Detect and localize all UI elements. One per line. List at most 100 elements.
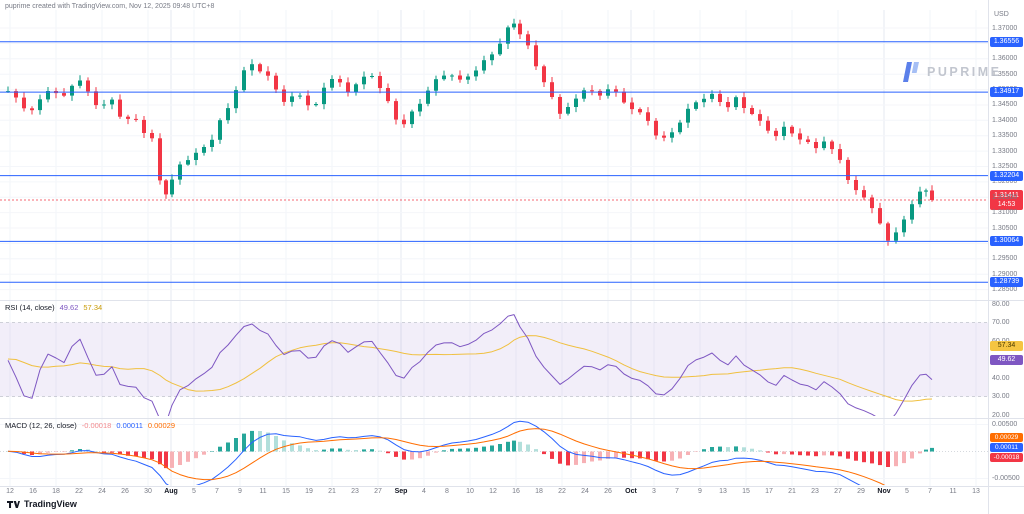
time-tick-label: 27 bbox=[374, 488, 382, 495]
tradingview-logo[interactable]: TradingView bbox=[7, 499, 77, 509]
macd-indicator-title[interactable]: MACD (12, 26, close) bbox=[5, 421, 77, 430]
last-price-value: 1.31411 bbox=[994, 192, 1019, 199]
price-tick-label: 1.29000 bbox=[992, 271, 1018, 278]
time-tick-label: 3 bbox=[652, 488, 656, 495]
time-tick-label: 10 bbox=[466, 488, 474, 495]
time-tick-label: 22 bbox=[558, 488, 566, 495]
time-tick-label: 24 bbox=[581, 488, 589, 495]
time-tick-label: 11 bbox=[259, 488, 267, 495]
price-tick-label: 1.32500 bbox=[992, 163, 1018, 170]
macd-signal-badge: 0.00029 bbox=[990, 433, 1023, 442]
time-tick-label: 15 bbox=[282, 488, 290, 495]
time-tick-label: 13 bbox=[719, 488, 727, 495]
time-tick-label: 26 bbox=[121, 488, 129, 495]
time-tick-label: 29 bbox=[857, 488, 865, 495]
time-axis-border bbox=[0, 486, 1024, 487]
price-tick-label: 1.32000 bbox=[992, 178, 1018, 185]
puprime-logo-icon bbox=[903, 62, 919, 82]
price-tick-label: 1.34000 bbox=[992, 117, 1018, 124]
macd-signal-value: 0.00029 bbox=[147, 421, 175, 430]
time-tick-label: 27 bbox=[834, 488, 842, 495]
rsi-value-badge: 49.62 bbox=[990, 355, 1023, 365]
time-tick-label: 23 bbox=[351, 488, 359, 495]
time-tick-label: 24 bbox=[98, 488, 106, 495]
time-tick-label: 22 bbox=[75, 488, 83, 495]
price-axis-border bbox=[988, 0, 989, 514]
rsi-tick-label: 20.00 bbox=[992, 412, 1010, 419]
axis-unit-label: USD bbox=[994, 11, 1009, 18]
time-tick-label: 21 bbox=[788, 488, 796, 495]
macd-legend: MACD (12, 26, close) -0.00018 0.00011 0.… bbox=[5, 421, 175, 430]
bar-countdown: 14:53 bbox=[997, 201, 1016, 208]
macd-histogram-badge: -0.00018 bbox=[990, 453, 1023, 462]
macd-line-value: 0.00011 bbox=[116, 421, 143, 430]
time-tick-label: 18 bbox=[535, 488, 543, 495]
time-month-label: Nov bbox=[877, 488, 891, 495]
price-pane[interactable] bbox=[0, 18, 988, 283]
time-tick-label: 19 bbox=[305, 488, 313, 495]
time-tick-label: 26 bbox=[604, 488, 612, 495]
time-tick-label: 23 bbox=[811, 488, 819, 495]
time-tick-label: 7 bbox=[215, 488, 219, 495]
grid-lines bbox=[0, 10, 988, 486]
time-tick-label: 9 bbox=[698, 488, 702, 495]
puprime-brand-text: PUPRIME bbox=[927, 65, 1002, 79]
rsi-legend: RSI (14, close) 49.62 57.34 bbox=[5, 303, 102, 312]
price-tick-label: 1.33000 bbox=[992, 148, 1018, 155]
tradingview-brand-text: TradingView bbox=[24, 499, 77, 509]
price-axis[interactable]: USD 1.31411 14:53 1.370001.365001.360001… bbox=[989, 0, 1024, 514]
macd-line-badge: 0.00011 bbox=[990, 443, 1023, 452]
time-axis[interactable]: 12 16 18 22 24 26 30 Aug 5 7 9 11 15 19 21 23 27 Sep 4 8 10 1… bbox=[0, 486, 988, 499]
price-level-badge: 1.32204 bbox=[990, 171, 1023, 181]
time-tick-label: 15 bbox=[742, 488, 750, 495]
time-tick-label: 9 bbox=[238, 488, 242, 495]
price-tick-label: 1.37000 bbox=[992, 25, 1018, 32]
price-tick-label: 1.28500 bbox=[992, 286, 1018, 293]
price-tick-label: 1.29500 bbox=[992, 255, 1018, 262]
price-level-badge: 1.28739 bbox=[990, 277, 1023, 287]
time-month-label: Sep bbox=[394, 488, 408, 495]
time-tick-label: 12 bbox=[489, 488, 497, 495]
time-tick-label: 16 bbox=[29, 488, 37, 495]
rsi-tick-label: 80.00 bbox=[992, 301, 1010, 308]
price-level-badge: 1.30064 bbox=[990, 236, 1023, 246]
pane-separator-rsi[interactable] bbox=[0, 300, 1024, 301]
price-tick-label: 1.31000 bbox=[992, 209, 1018, 216]
broker-watermark: PUPRIME bbox=[901, 61, 1001, 83]
macd-tick-label: -0.00500 bbox=[992, 475, 1020, 482]
price-level-badge: 1.34917 bbox=[990, 87, 1023, 97]
macd-histogram-value: -0.00018 bbox=[81, 421, 112, 430]
price-tick-label: 1.33500 bbox=[992, 132, 1018, 139]
time-tick-label: 5 bbox=[905, 488, 909, 495]
time-tick-label: 7 bbox=[675, 488, 679, 495]
time-month-label: Oct bbox=[625, 488, 637, 495]
tradingview-logo-icon bbox=[7, 500, 20, 508]
time-tick-label: 21 bbox=[328, 488, 336, 495]
rsi-tick-label: 40.00 bbox=[992, 375, 1010, 382]
time-tick-label: 30 bbox=[144, 488, 152, 495]
price-tick-label: 1.34500 bbox=[992, 101, 1018, 108]
price-tick-label: 1.31500 bbox=[992, 194, 1018, 201]
rsi-ma-value: 57.34 bbox=[83, 303, 103, 312]
time-tick-label: 5 bbox=[192, 488, 196, 495]
price-tick-label: 1.36000 bbox=[992, 55, 1018, 62]
last-price-badge: 1.31411 14:53 bbox=[990, 190, 1023, 210]
price-level-badge: 1.36556 bbox=[990, 37, 1023, 47]
rsi-tick-label: 30.00 bbox=[992, 393, 1010, 400]
price-tick-label: 1.30500 bbox=[992, 225, 1018, 232]
rsi-indicator-title[interactable]: RSI (14, close) bbox=[5, 303, 55, 312]
macd-pane[interactable] bbox=[0, 420, 988, 505]
time-tick-label: 13 bbox=[972, 488, 980, 495]
time-tick-label: 17 bbox=[765, 488, 773, 495]
rsi-pane[interactable] bbox=[0, 314, 988, 424]
rsi-ma-badge: 57.34 bbox=[990, 341, 1023, 351]
rsi-tick-label: 70.00 bbox=[992, 319, 1010, 326]
time-tick-label: 18 bbox=[52, 488, 60, 495]
time-tick-label: 7 bbox=[928, 488, 932, 495]
pane-separator-macd[interactable] bbox=[0, 418, 1024, 419]
price-tick-label: 1.35500 bbox=[992, 71, 1018, 78]
time-tick-label: 11 bbox=[949, 488, 957, 495]
macd-tick-label: 0.00500 bbox=[992, 421, 1018, 428]
